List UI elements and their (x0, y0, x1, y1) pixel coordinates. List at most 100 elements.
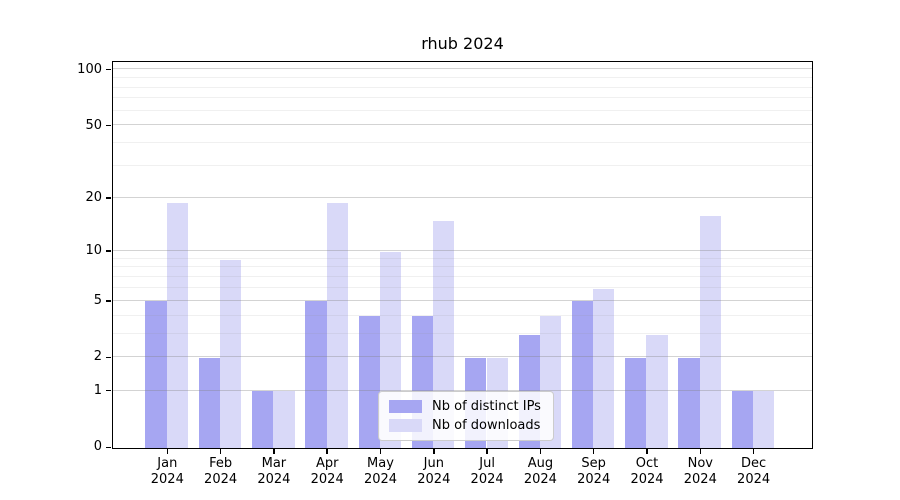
minor-gridline-y7 (113, 276, 812, 278)
x-tick-mark-feb (219, 449, 222, 454)
major-gridline-y1 (113, 389, 812, 391)
minor-gridline-y60 (113, 109, 812, 111)
x-tick-mark-dec (752, 449, 755, 454)
x-tick-label-jan: Jan 2024 (135, 456, 199, 488)
major-gridline-y10 (113, 249, 812, 251)
legend-label-distinct-ips: Nb of distinct IPs (432, 399, 541, 414)
bar-distinct-ips-may (358, 316, 380, 448)
x-tick-month: Feb (209, 456, 233, 471)
x-tick-label-oct: Oct 2024 (615, 456, 679, 488)
y-tick-label-0: 0 (93, 439, 102, 455)
major-gridline-y50 (113, 124, 812, 126)
legend-swatch-distinct-ips (389, 400, 422, 413)
bar-distinct-ips-apr (305, 301, 327, 448)
x-tick-label-aug: Aug 2024 (508, 456, 572, 488)
x-tick-month: May (367, 456, 394, 471)
x-tick-month: Aug (527, 456, 554, 471)
y-tick-mark-5 (106, 299, 111, 302)
x-tick-year: 2024 (683, 472, 717, 487)
x-tick-month: Dec (741, 456, 767, 471)
y-tick-label-5: 5 (93, 292, 102, 308)
x-tick-mark-may (379, 449, 382, 454)
x-tick-mark-aug (539, 449, 542, 454)
x-tick-year: 2024 (630, 472, 664, 487)
plot-area (112, 61, 813, 449)
bar-distinct-ips-oct (625, 358, 647, 448)
minor-gridline-y30 (113, 165, 812, 167)
x-tick-mark-jun (433, 449, 435, 454)
x-tick-month: Nov (687, 456, 713, 471)
bar-downloads-jan (166, 202, 188, 448)
bar-downloads-oct (646, 334, 668, 448)
x-tick-mark-mar (273, 449, 275, 454)
bar-downloads-mar (273, 391, 295, 448)
x-tick-month: Oct (635, 456, 659, 471)
x-tick-mark-jul (486, 449, 488, 454)
x-tick-label-nov: Nov 2024 (668, 456, 732, 488)
bar-distinct-ips-sep (571, 301, 594, 448)
bar-distinct-ips-mar (252, 391, 274, 448)
y-tick-mark-50 (106, 124, 111, 127)
minor-gridline-y9 (113, 257, 812, 259)
minor-gridline-y90 (113, 77, 812, 79)
bar-downloads-apr (326, 202, 348, 448)
x-tick-label-sep: Sep 2024 (562, 456, 626, 488)
x-tick-mark-nov (699, 449, 702, 454)
legend-row-distinct-ips: Nb of distinct IPs (389, 399, 541, 414)
bar-downloads-feb (220, 259, 242, 448)
x-tick-year: 2024 (204, 472, 238, 487)
x-tick-mark-sep (592, 449, 595, 454)
major-gridline-y100 (113, 68, 812, 70)
legend: Nb of distinct IPs Nb of downloads (378, 391, 554, 441)
x-tick-label-mar: Mar 2024 (242, 456, 306, 488)
x-tick-year: 2024 (310, 472, 344, 487)
bar-distinct-ips-feb (198, 358, 220, 448)
x-tick-label-apr: Apr 2024 (295, 456, 359, 488)
y-tick-label-100: 100 (77, 61, 102, 77)
x-tick-month: Apr (315, 456, 339, 471)
x-tick-mark-apr (326, 449, 328, 454)
minor-gridline-y8 (113, 266, 812, 268)
x-tick-year: 2024 (737, 472, 771, 487)
x-tick-mark-oct (646, 449, 648, 454)
bar-distinct-ips-dec (731, 391, 753, 448)
x-tick-year: 2024 (523, 472, 557, 487)
x-tick-year: 2024 (363, 472, 398, 487)
major-gridline-y20 (113, 197, 812, 199)
x-tick-month: Jun (423, 456, 444, 471)
y-tick-label-20: 20 (85, 190, 102, 206)
y-tick-mark-10 (106, 250, 111, 252)
y-tick-label-10: 10 (85, 243, 102, 259)
bar-distinct-ips-jan (145, 301, 167, 448)
x-tick-month: Jul (479, 456, 495, 471)
minor-gridline-y40 (113, 142, 812, 144)
x-tick-label-jun: Jun 2024 (402, 456, 466, 488)
x-tick-year: 2024 (577, 472, 611, 487)
y-tick-mark-1 (106, 389, 111, 392)
bar-downloads-nov (699, 216, 721, 448)
x-tick-year: 2024 (150, 472, 184, 487)
legend-label-downloads: Nb of downloads (432, 418, 541, 433)
chart-title: rhub 2024 (421, 34, 504, 53)
x-tick-mark-jan (166, 449, 169, 454)
minor-gridline-y3 (113, 332, 812, 334)
y-tick-mark-100 (106, 68, 111, 71)
major-gridline-y2 (113, 356, 812, 358)
y-tick-mark-2 (106, 356, 111, 359)
bar-downloads-dec (753, 391, 775, 448)
minor-gridline-y70 (113, 97, 812, 99)
bar-distinct-ips-nov (678, 358, 700, 448)
legend-swatch-downloads (389, 419, 422, 432)
legend-row-downloads: Nb of downloads (389, 418, 541, 433)
y-tick-mark-20 (106, 197, 111, 199)
x-tick-month: Sep (581, 456, 606, 471)
y-tick-mark-0 (106, 446, 111, 449)
x-tick-label-dec: Dec 2024 (722, 456, 786, 488)
x-tick-label-jul: Jul 2024 (455, 456, 519, 488)
major-gridline-y5 (113, 299, 812, 301)
y-tick-label-1: 1 (93, 382, 102, 398)
x-tick-month: Jan (157, 456, 178, 471)
x-tick-year: 2024 (257, 472, 291, 487)
x-tick-year: 2024 (470, 472, 504, 487)
